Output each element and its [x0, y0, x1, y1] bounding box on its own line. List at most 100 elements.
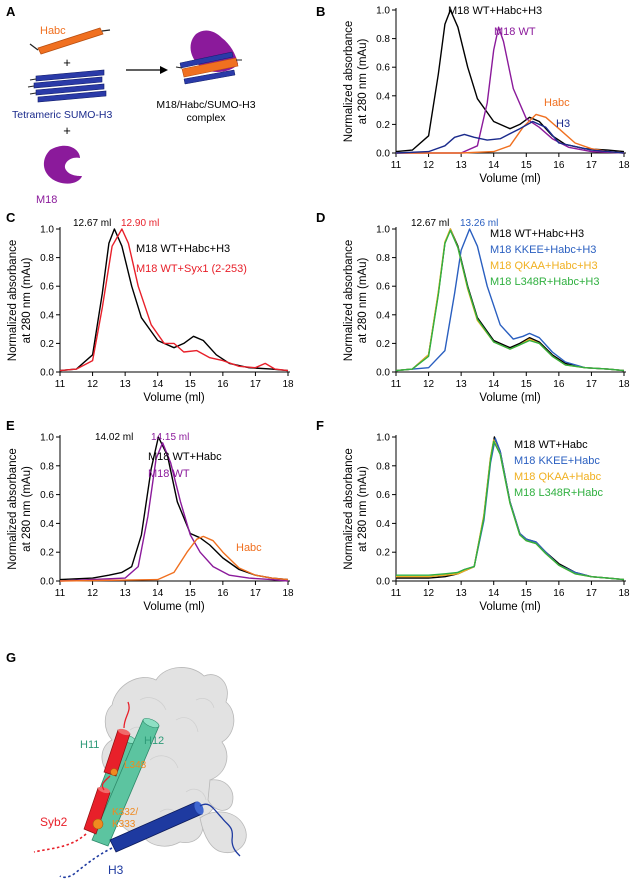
x-tick-label: 17 [250, 588, 262, 599]
y-tick-label: 0.4 [376, 91, 390, 102]
h3-helix-icon [59, 801, 241, 879]
x-tick-label: 17 [586, 160, 598, 171]
x-tick-label: 14 [488, 588, 500, 599]
x-tick-label: 13 [456, 588, 468, 599]
x-tick-label: 13 [456, 160, 468, 171]
y-axis-title-line2: at 280 nm (mAu) [357, 258, 369, 344]
y-tick-label: 1.0 [376, 6, 390, 17]
y-tick-label: 0.2 [376, 120, 390, 131]
chart-panel-d: D 0.0 0.2 0.4 0.6 0.8 1.0 11 12 13 14 15 16 17 18 Volum… [316, 210, 630, 404]
y-tick-label: 1.0 [40, 433, 54, 444]
h11-label: H11 [80, 739, 99, 751]
peak-volume-label: 14.15 ml [151, 432, 189, 443]
y-tick-label: 0.6 [376, 490, 390, 501]
y-tick-label: 0.4 [40, 519, 54, 530]
x-tick-label: 14 [152, 379, 164, 390]
x-axis-title: Volume (ml) [479, 392, 541, 404]
h12-label: H12 [144, 735, 164, 747]
h3-label: H3 [108, 863, 124, 877]
panel-e-label: E [6, 418, 15, 433]
series-line-m18-l348r-habc-h3 [395, 229, 625, 372]
x-tick-label: 18 [618, 379, 630, 390]
peak-volume-label: 12.67 ml [73, 218, 111, 229]
y-tick-label: 0.8 [40, 461, 54, 472]
x-tick-label: 18 [282, 379, 294, 390]
peak-volume-label: 13.26 ml [460, 218, 498, 229]
x-axis-title: Volume (ml) [143, 601, 205, 613]
y-tick-label: 0.0 [376, 577, 390, 588]
y-axis-title-line1: Normalized absorbance [343, 448, 355, 569]
x-tick-label: 14 [152, 588, 164, 599]
x-tick-label: 12 [87, 588, 99, 599]
habc-label: Habc [40, 25, 66, 37]
x-tick-label: 15 [185, 588, 197, 599]
m18-protein-icon [43, 145, 82, 184]
y-tick-label: 0.2 [40, 548, 54, 559]
plus-sign-1: + [63, 55, 71, 70]
y-axis-title-line2: at 280 nm (mAu) [21, 466, 33, 552]
legend-entry: M18 WT [148, 468, 190, 480]
reaction-arrow-icon [126, 66, 168, 74]
y-tick-label: 0.6 [40, 490, 54, 501]
x-tick-label: 16 [553, 379, 565, 390]
chart-panel-f: F 0.0 0.2 0.4 0.6 0.8 1.0 11 12 13 14 15 16 17 18 Volum… [316, 418, 630, 613]
y-tick-label: 1.0 [376, 433, 390, 444]
peak-volume-label: 14.02 ml [95, 432, 133, 443]
x-tick-label: 15 [521, 160, 533, 171]
legend-entry: M18 KKEE+Habc [514, 455, 600, 467]
x-tick-label: 15 [521, 588, 533, 599]
y-tick-label: 0.4 [40, 310, 54, 321]
y-axis-title-line2: at 280 nm (mAu) [357, 39, 369, 125]
plus-sign-2: + [63, 123, 71, 138]
legend-entry: M18 QKAA+Habc+H3 [490, 260, 598, 272]
surface-texture-icon [129, 697, 215, 821]
x-tick-label: 15 [521, 379, 533, 390]
series-line-habc [396, 113, 625, 154]
k332-label: K332/ [112, 807, 138, 818]
x-tick-label: 14 [488, 379, 500, 390]
x-tick-label: 17 [586, 379, 598, 390]
legend-entry: M18 WT+Habc+H3 [448, 5, 542, 17]
complex-label-line2: complex [186, 112, 226, 124]
chart-panel-e: E 0.0 0.2 0.4 0.6 0.8 1.0 11 12 13 14 15 16 17 18 Volum… [6, 418, 294, 613]
legend-entry: M18 WT [494, 26, 536, 38]
x-tick-label: 18 [618, 160, 630, 171]
x-tick-label: 11 [391, 379, 402, 390]
series-line-m18-kkee-habc-h3 [395, 228, 625, 372]
x-tick-label: 13 [120, 379, 132, 390]
y-axis-title-line2: at 280 nm (mAu) [21, 258, 33, 344]
x-tick-label: 16 [553, 160, 565, 171]
y-axis-title-line1: Normalized absorbance [343, 21, 355, 142]
y-tick-label: 0.0 [40, 577, 54, 588]
legend-entry: M18 QKAA+Habc [514, 471, 602, 483]
series-line-habc [59, 535, 289, 582]
habc-rod-icon [29, 27, 111, 55]
chart-panel-b: B 0.0 0.2 0.4 0.6 0.8 1.0 11 12 13 14 15 16 17 18 Volum… [316, 4, 630, 185]
legend-entry: Habc [544, 97, 570, 109]
tetrameric-h3-icon [27, 69, 107, 103]
peak-volume-label: 12.67 ml [411, 218, 449, 229]
legend-entry: M18 WT+Habc [148, 451, 222, 463]
tetrameric-sumo-h3-label: Tetrameric SUMO-H3 [12, 109, 113, 121]
legend-entry: M18 WT+Habc [514, 439, 588, 451]
legend-entry: Habc [236, 542, 262, 554]
y-tick-label: 1.0 [376, 225, 390, 236]
y-tick-label: 1.0 [40, 225, 54, 236]
y-tick-label: 0.8 [376, 461, 390, 472]
y-tick-label: 0.0 [376, 368, 390, 379]
panel-c-label: C [6, 210, 16, 225]
peak-volume-label: 12.90 ml [121, 218, 159, 229]
chart-panel-c: C 0.0 0.2 0.4 0.6 0.8 1.0 11 12 13 14 15 16 17 18 Volum… [6, 210, 294, 404]
x-axis-title: Volume (ml) [479, 173, 541, 185]
y-tick-label: 0.6 [40, 282, 54, 293]
y-axis-title-line1: Normalized absorbance [7, 448, 19, 569]
y-tick-label: 0.8 [40, 253, 54, 264]
x-tick-label: 16 [217, 379, 229, 390]
legend-entry: H3 [556, 118, 570, 130]
y-tick-label: 0.2 [376, 548, 390, 559]
legend-entry: M18 KKEE+Habc+H3 [490, 244, 596, 256]
legend-entry: M18 L348R+Habc [514, 487, 603, 499]
x-axis-title: Volume (ml) [479, 601, 541, 613]
panel-f-label: F [316, 418, 324, 433]
